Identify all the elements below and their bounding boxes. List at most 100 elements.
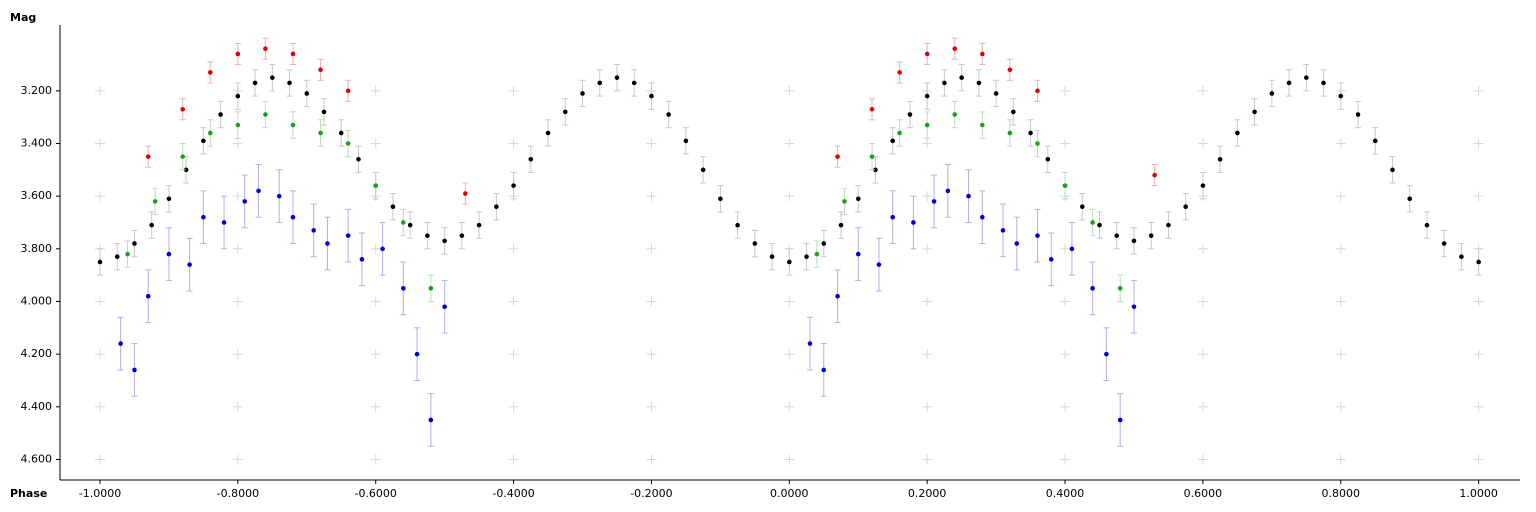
data-point <box>700 167 706 173</box>
data-point <box>132 241 137 246</box>
data-point <box>838 222 844 228</box>
data-point <box>442 238 447 244</box>
data-point <box>201 214 206 220</box>
data-point <box>1217 156 1223 162</box>
data-point <box>166 251 172 257</box>
data-point <box>804 254 809 260</box>
data-point <box>876 262 882 267</box>
data-point <box>256 188 261 194</box>
x-axis-label: Phase <box>10 487 47 500</box>
data-point <box>180 154 186 159</box>
data-point <box>807 341 813 346</box>
data-point <box>752 241 758 246</box>
x-tick-label: 0.2000 <box>908 487 947 500</box>
data-point <box>114 254 120 260</box>
data-point <box>1090 286 1095 291</box>
data-point <box>1476 259 1481 265</box>
data-point <box>287 80 292 86</box>
data-point <box>325 241 330 246</box>
series <box>96 63 1482 276</box>
data-point <box>1286 80 1292 86</box>
data-point <box>290 122 296 128</box>
data-point <box>649 93 654 99</box>
data-point <box>263 46 268 51</box>
data-point <box>966 193 971 199</box>
data-point <box>735 222 740 228</box>
data-point <box>235 122 241 128</box>
data-point <box>1183 204 1188 209</box>
data-point <box>132 367 137 373</box>
data-point <box>221 220 227 225</box>
data-point <box>118 341 123 346</box>
data-point <box>562 109 568 115</box>
y-tick-label: 3.600 <box>21 189 53 202</box>
data-point <box>835 154 840 159</box>
data-point <box>945 188 951 194</box>
data-point <box>400 286 406 291</box>
data-point <box>897 130 902 136</box>
y-axis-label: Mag <box>10 11 36 24</box>
data-point <box>1117 286 1123 291</box>
data-point <box>145 293 151 299</box>
data-point <box>597 80 603 86</box>
data-point <box>400 220 406 225</box>
data-point <box>890 138 896 144</box>
data-point <box>580 91 585 96</box>
y-tick-label: 4.400 <box>21 400 53 413</box>
data-point <box>1304 75 1309 80</box>
data-point <box>304 91 310 96</box>
data-point <box>459 233 465 238</box>
data-point <box>1459 254 1464 260</box>
data-point <box>290 51 296 57</box>
data-point <box>166 196 172 202</box>
data-point <box>1069 246 1075 252</box>
data-point <box>321 109 327 115</box>
data-point <box>218 112 223 117</box>
series <box>124 100 1124 302</box>
data-point <box>511 183 516 188</box>
data-point <box>1090 220 1095 225</box>
series <box>117 164 1137 447</box>
data-point <box>1117 417 1123 423</box>
data-point <box>1441 241 1447 246</box>
x-tick-label: -0.8000 <box>217 487 259 500</box>
data-point <box>263 112 268 117</box>
data-point <box>787 259 792 265</box>
data-point <box>1152 172 1157 178</box>
data-point <box>1035 141 1040 146</box>
data-point <box>1252 109 1257 115</box>
data-point <box>855 196 861 202</box>
y-tick-label: 3.400 <box>21 136 53 149</box>
data-point <box>428 417 434 423</box>
data-point <box>666 112 671 117</box>
data-point <box>1372 138 1378 144</box>
data-point <box>1045 156 1051 162</box>
data-point <box>149 222 154 228</box>
data-point <box>428 286 434 291</box>
data-point <box>924 122 930 128</box>
data-point <box>1166 222 1171 228</box>
data-point <box>380 246 385 252</box>
data-point <box>907 112 913 117</box>
series <box>145 37 1158 205</box>
data-point <box>207 70 213 75</box>
data-point <box>152 199 158 204</box>
x-tick-label: -0.6000 <box>354 487 396 500</box>
data-point <box>356 156 361 162</box>
data-point <box>183 167 189 173</box>
data-point <box>897 70 902 75</box>
data-point <box>842 199 847 204</box>
data-point <box>359 257 365 262</box>
y-tick-label: 3.200 <box>21 84 53 97</box>
y-tick-label: 4.600 <box>21 452 53 465</box>
data-point <box>235 51 241 57</box>
x-tick-label: 0.4000 <box>1046 487 1085 500</box>
data-point <box>924 51 930 57</box>
data-point <box>835 293 840 299</box>
data-point <box>911 220 916 225</box>
data-point <box>718 196 723 202</box>
data-point <box>425 233 430 238</box>
data-point <box>390 204 396 209</box>
data-point <box>270 75 275 80</box>
y-tick-label: 4.000 <box>21 294 53 307</box>
